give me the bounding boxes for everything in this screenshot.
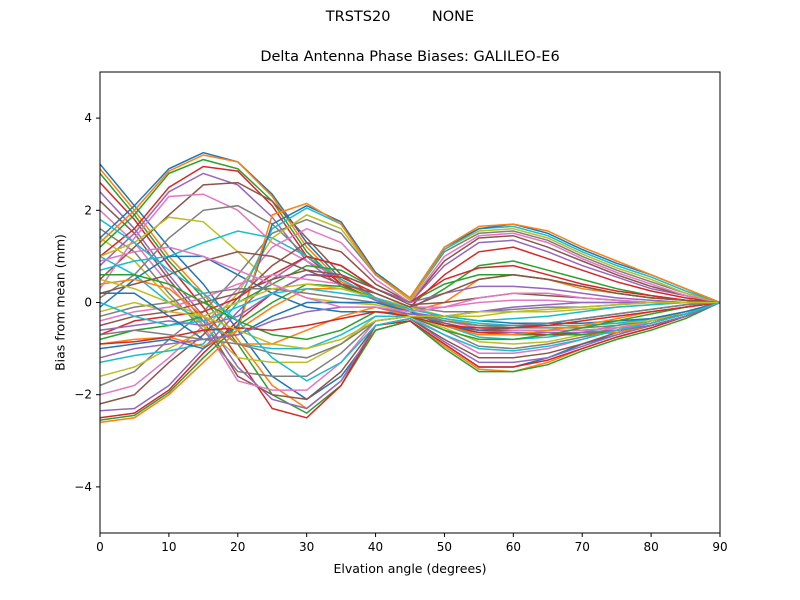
series-line [99,251,721,308]
series-lines [99,151,721,424]
y-tick-label: −2 [74,388,92,402]
x-tick-label: 60 [506,540,521,554]
x-tick-label: 10 [161,540,176,554]
x-tick-label: 50 [437,540,452,554]
y-axis-ticks: −4 −2 0 2 4 [74,111,100,494]
series-line [99,172,721,414]
series-line [99,246,720,313]
x-tick-label: 80 [643,540,658,554]
y-tick-label: 2 [84,203,92,217]
chart-title: Delta Antenna Phase Biases: GALILEO-E6 [260,49,560,65]
series-line [99,218,721,382]
series-line [99,287,720,327]
series-line [99,202,721,348]
series-line [99,182,721,419]
x-axis-ticks: 0 10 20 30 40 50 60 70 80 90 [96,533,728,554]
x-tick-label: 0 [96,540,104,554]
figure-suptitle: TRSTS20 NONE [325,9,475,25]
x-tick-label: 70 [575,540,590,554]
series-line [99,274,720,331]
y-tick-label: −4 [74,480,92,494]
x-tick-label: 90 [712,540,727,554]
x-axis-label: Elvation angle (degrees) [333,561,487,576]
y-axis-label: Bias from mean (mm) [52,234,68,371]
x-tick-label: 30 [299,540,314,554]
y-tick-label: 4 [84,111,92,125]
x-tick-label: 40 [368,540,383,554]
x-tick-label: 20 [230,540,245,554]
series-line [99,278,720,350]
y-tick-label: 0 [84,296,92,310]
